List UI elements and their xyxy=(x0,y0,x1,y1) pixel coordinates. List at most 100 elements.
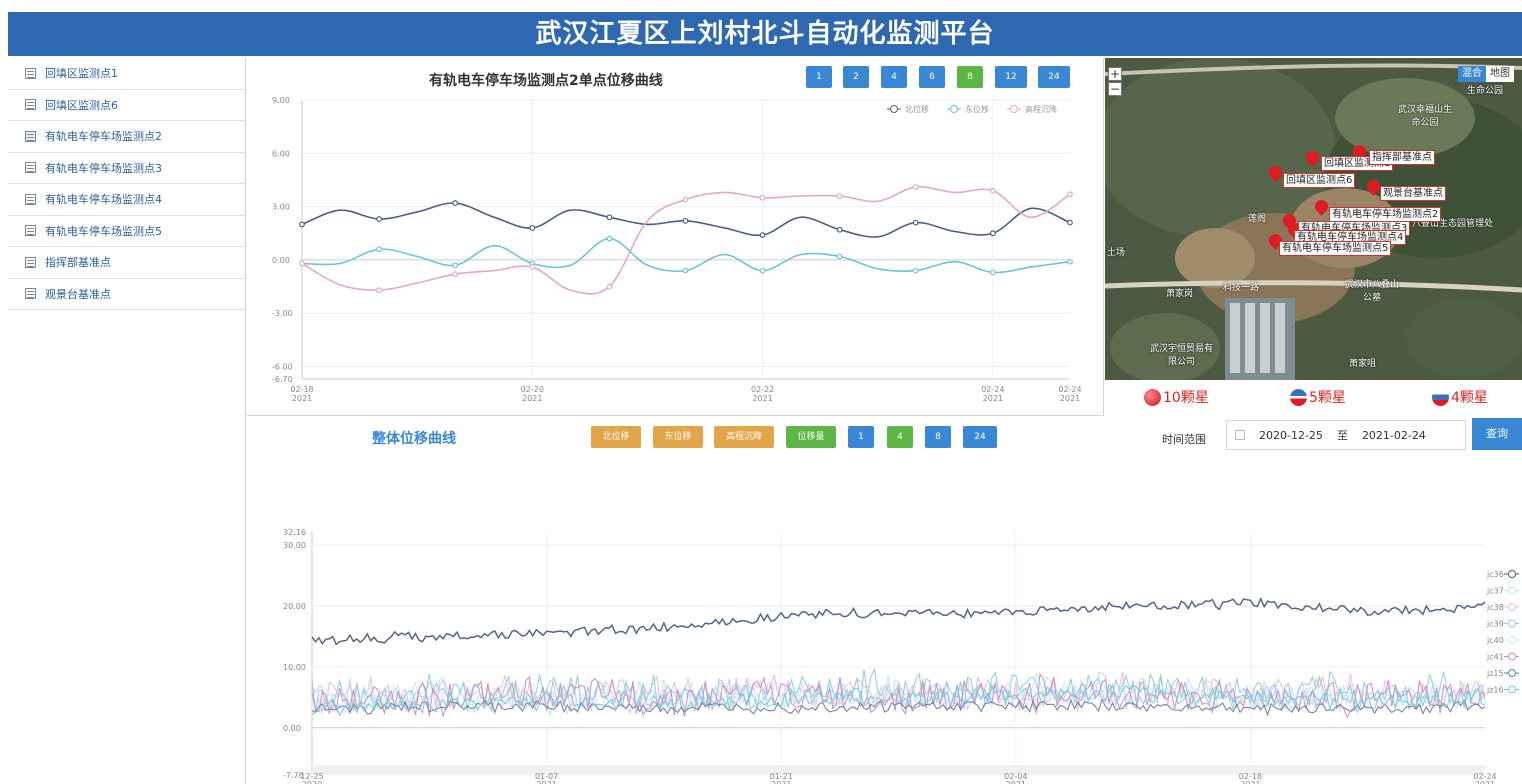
range-button-2[interactable]: 2 xyxy=(843,66,869,88)
date-separator: 至 xyxy=(1336,429,1348,442)
satellite-label: 5颗星 xyxy=(1309,390,1346,406)
data-point xyxy=(606,283,613,290)
data-point xyxy=(1067,258,1073,265)
map-marker-label[interactable]: 观景台基准点 xyxy=(1380,186,1446,201)
x-tick-label: 01-21 xyxy=(770,772,793,781)
legend-marker xyxy=(950,105,958,113)
overall-range-button-8[interactable]: 8 xyxy=(925,426,951,448)
map-marker-label[interactable]: 有轨电车停车场监测点5 xyxy=(1279,241,1392,256)
zoom-out-button[interactable]: − xyxy=(1108,82,1122,96)
date-range-picker[interactable]: 2020-12-25 至 2021-02-24 xyxy=(1226,420,1466,450)
globe-icon xyxy=(1432,388,1449,406)
range-button-8[interactable]: 8 xyxy=(957,66,983,88)
sidebar-item-depot-2[interactable]: 有轨电车停车场监测点2 xyxy=(8,121,245,153)
sidebar-item-label: 回填区监测点6 xyxy=(45,98,118,112)
x-tick-year: 2020 xyxy=(302,780,322,784)
sidebar-item-hq-base[interactable]: 指挥部基准点 xyxy=(8,247,245,279)
single-point-chart-title: 有轨电车停车场监测点2单点位移曲线 xyxy=(429,73,663,89)
map-marker-label[interactable]: 指挥部基准点 xyxy=(1369,150,1435,165)
map-type-map[interactable]: 地图 xyxy=(1486,66,1514,82)
x-tick-year: 2021 xyxy=(752,394,772,403)
series-line-jc41 xyxy=(311,672,1486,719)
map-place-label: 萧家咀 xyxy=(1349,359,1377,369)
legend-marker xyxy=(1508,603,1516,611)
y-tick-label: -6.70 xyxy=(272,375,293,384)
data-point xyxy=(376,287,383,294)
data-point xyxy=(836,226,843,233)
sidebar-item-backfill-6[interactable]: 回填区监测点6 xyxy=(8,90,245,121)
sidebar-item-depot-3[interactable]: 有轨电车停车场监测点3 xyxy=(8,153,245,184)
data-point xyxy=(759,267,766,274)
calendar-icon xyxy=(1235,430,1245,440)
zoom-in-button[interactable]: + xyxy=(1108,67,1122,81)
series-line-jc38 xyxy=(311,671,1486,714)
y-tick-label: 9.00 xyxy=(272,96,290,105)
metric-button-north[interactable]: 北位移 xyxy=(591,426,641,448)
y-tick-label: 10.00 xyxy=(283,663,306,672)
data-point xyxy=(682,267,689,274)
data-point xyxy=(529,225,536,231)
legend-label: jc38 xyxy=(1486,603,1504,612)
map-place-label: 萧家岗 xyxy=(1166,289,1194,299)
overall-range-button-4[interactable]: 4 xyxy=(887,426,913,448)
sidebar: 回填区监测点1 回填区监测点6 有轨电车停车场监测点2 有轨电车停车场监测点3 … xyxy=(8,58,246,784)
data-point xyxy=(989,269,996,276)
query-button[interactable]: 查询 xyxy=(1472,418,1522,450)
legend-marker xyxy=(1508,685,1516,694)
data-point xyxy=(452,262,459,269)
x-tick-year: 2021 xyxy=(1060,394,1080,403)
sidebar-item-label: 有轨电车停车场监测点3 xyxy=(45,161,162,175)
end-date-input[interactable]: 2021-02-24 xyxy=(1361,428,1426,442)
sidebar-item-backfill-1[interactable]: 回填区监测点1 xyxy=(8,58,245,90)
legend-label: jz15 xyxy=(1486,669,1504,678)
legend-marker xyxy=(1508,570,1516,578)
map-marker-label[interactable]: 有轨电车停车场监测点2 xyxy=(1329,207,1442,222)
range-button-6[interactable]: 6 xyxy=(919,66,945,88)
single-point-line-chart: 9.006.003.000.00-3.00-6.00-6.7002-182021… xyxy=(272,96,1082,403)
metric-button-displacement[interactable]: 位移量 xyxy=(786,426,836,448)
overall-range-button-24[interactable]: 24 xyxy=(963,426,997,448)
sidebar-item-depot-5[interactable]: 有轨电车停车场监测点5 xyxy=(8,216,245,247)
range-button-1[interactable]: 1 xyxy=(806,66,832,88)
series-line-jc39 xyxy=(311,667,1486,715)
metric-button-east[interactable]: 东位移 xyxy=(653,426,703,448)
x-tick-year: 2021 xyxy=(1240,780,1260,784)
map-place-label: 莲阁 xyxy=(1248,214,1267,224)
single-point-chart-panel: 有轨电车停车场监测点2单点位移曲线 1 2 4 6 8 12 24 9.00 6.… xyxy=(247,58,1104,416)
legend-label: jc41 xyxy=(1486,653,1504,662)
data-point xyxy=(682,217,689,224)
satellite-map[interactable]: + − 混合 地图 武汉幸福山生命公园 武汉市八叠山公墓 武汉宇恒贸易有限公司 … xyxy=(1105,58,1522,380)
document-icon xyxy=(25,193,36,205)
x-tick-label: 02-22 xyxy=(751,385,774,394)
legend-label: 北位移 xyxy=(905,104,929,114)
document-icon xyxy=(25,162,36,174)
range-button-12[interactable]: 12 xyxy=(995,66,1027,88)
y-tick-label: 30.00 xyxy=(283,541,306,550)
legend-marker xyxy=(1010,105,1018,113)
x-tick-label: 02-24 xyxy=(981,385,1004,394)
document-icon xyxy=(25,225,36,237)
range-button-4[interactable]: 4 xyxy=(881,66,907,88)
data-point xyxy=(836,193,843,199)
globe-icon xyxy=(1144,388,1161,406)
map-type-hybrid[interactable]: 混合 xyxy=(1458,66,1486,82)
sidebar-item-depot-4[interactable]: 有轨电车停车场监测点4 xyxy=(8,184,245,216)
y-tick-label: 0.00 xyxy=(272,256,290,265)
data-point xyxy=(912,219,919,226)
overall-range-button-1[interactable]: 1 xyxy=(848,426,874,448)
x-tick-year: 2021 xyxy=(983,394,1003,403)
range-button-24[interactable]: 24 xyxy=(1038,66,1070,88)
map-marker-label[interactable]: 回填区监测点6 xyxy=(1283,173,1356,188)
start-date-input[interactable]: 2020-12-25 xyxy=(1259,428,1323,442)
metric-button-elevation[interactable]: 高程沉降 xyxy=(714,426,774,448)
sidebar-item-label: 回填区监测点1 xyxy=(45,67,118,81)
map-place-label: 武汉宇恒贸易有限公司 xyxy=(1149,344,1213,367)
y-tick-label: -3.00 xyxy=(272,309,293,318)
document-icon xyxy=(25,256,36,268)
sidebar-item-label: 指挥部基准点 xyxy=(45,256,111,270)
x-tick-year: 2021 xyxy=(771,780,791,784)
sidebar-item-label: 有轨电车停车场监测点2 xyxy=(45,130,162,144)
data-point xyxy=(989,187,996,194)
x-tick-label: 02-18 xyxy=(1239,772,1262,781)
sidebar-item-deck-base[interactable]: 观景台基准点 xyxy=(8,279,245,310)
